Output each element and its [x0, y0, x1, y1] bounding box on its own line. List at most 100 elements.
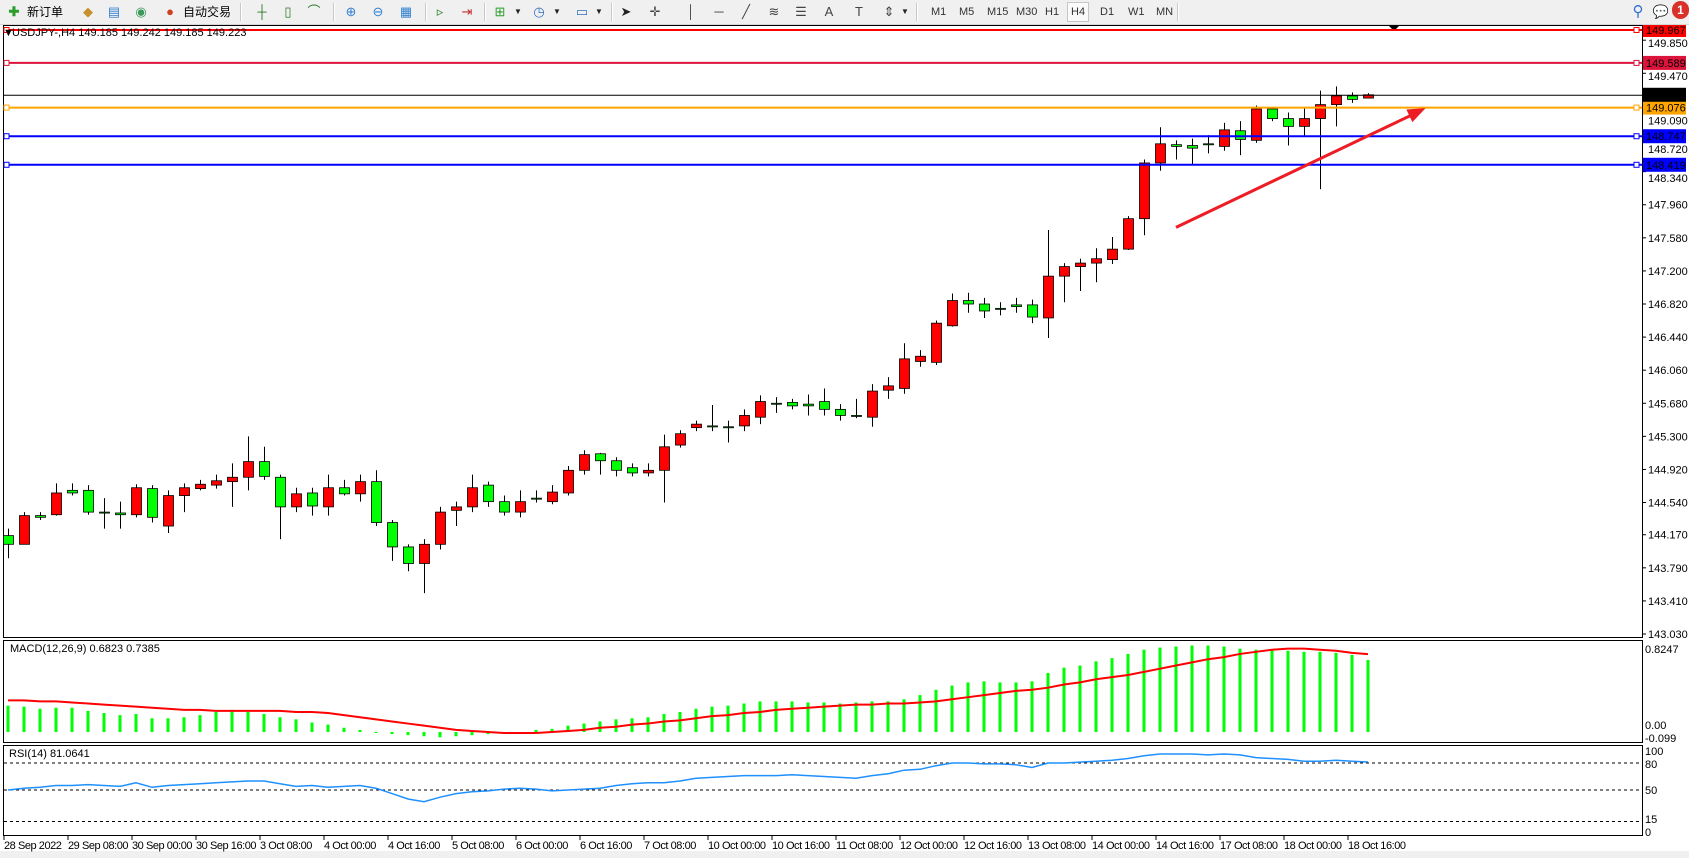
bull-candle: [563, 469, 574, 494]
macd-histogram-bar: [566, 725, 570, 732]
time-tick-label: 5 Oct 08:00: [452, 840, 504, 852]
rsi-axis-80: 80: [1645, 759, 1657, 771]
cursor-icon[interactable]: ➤: [620, 4, 632, 19]
timeframe-d1[interactable]: D1: [1100, 6, 1115, 18]
templates-icon[interactable]: ▭: [575, 4, 589, 19]
arrow-shaft[interactable]: [1175, 112, 1415, 229]
price-tick-label: 145.300: [1648, 431, 1688, 443]
tile-windows-icon[interactable]: ▦: [399, 4, 413, 19]
timeframe-h1[interactable]: H1: [1045, 6, 1060, 18]
chart-shift-icon[interactable]: ▹: [436, 4, 444, 19]
line-handle-icon[interactable]: [3, 59, 10, 66]
line-handle-icon[interactable]: [3, 161, 10, 168]
chevron-down-icon[interactable]: ▼: [901, 7, 909, 16]
arrow-annotation[interactable]: [1175, 108, 1426, 229]
vertical-line-icon[interactable]: │: [686, 4, 696, 19]
main-pane[interactable]: [3, 25, 1643, 638]
line-handle-icon[interactable]: [1633, 133, 1640, 140]
auto-trading-icon[interactable]: ●: [166, 4, 174, 19]
time-tick-label: 4 Oct 16:00: [388, 840, 440, 852]
arrows-icon[interactable]: ⇕: [883, 4, 895, 19]
bar-chart-icon[interactable]: ┼: [257, 4, 267, 19]
macd-histogram-bar: [870, 701, 874, 732]
price-tick-label: 147.200: [1648, 266, 1688, 278]
timeframe-h4[interactable]: H4: [1067, 2, 1090, 22]
new-order-button[interactable]: 新订单: [27, 5, 64, 19]
bull-candle: [1219, 129, 1230, 147]
timeframe-m5[interactable]: M5: [959, 6, 975, 18]
price-tick-label: 148.720: [1648, 144, 1688, 156]
autoscroll-icon[interactable]: ⇥: [461, 4, 473, 19]
chevron-down-icon[interactable]: ▼: [553, 7, 561, 16]
collapse-triangle-icon[interactable]: ▼: [3, 27, 14, 39]
macd-histogram-bar: [230, 709, 234, 732]
timeframe-w1[interactable]: W1: [1128, 6, 1145, 18]
arrow-head-icon[interactable]: [1406, 108, 1426, 123]
macd-histogram-bar: [6, 705, 10, 732]
crosshair-icon[interactable]: ✛: [649, 4, 661, 19]
new-order-icon[interactable]: ✚: [8, 4, 20, 19]
rsi-axis-100: 100: [1645, 746, 1663, 758]
symbol-info: USDJPY-,H4 149.185 149.242 149.185 149.2…: [12, 27, 246, 39]
macd-histogram-bar: [1094, 661, 1098, 732]
signals-icon[interactable]: ◉: [135, 4, 147, 19]
macd-histogram-bar: [358, 729, 362, 732]
bid-price-label: 149.223: [1646, 90, 1686, 102]
timeframe-mn[interactable]: MN: [1156, 6, 1174, 18]
chevron-down-icon[interactable]: ▼: [595, 7, 603, 16]
horizontal-line-icon[interactable]: ─: [714, 4, 724, 19]
trendline-icon[interactable]: ╱: [742, 4, 750, 19]
fibo-fan-icon[interactable]: ☰: [795, 4, 807, 19]
line-handle-icon[interactable]: [3, 104, 10, 111]
periods-icon[interactable]: ◷: [533, 4, 545, 19]
price-tick-label: 143.790: [1648, 563, 1688, 575]
search-icon[interactable]: ⚲: [1632, 3, 1644, 20]
text-icon[interactable]: A: [824, 4, 834, 19]
chart-shift-marker-icon[interactable]: [1389, 26, 1399, 31]
line-handle-icon[interactable]: [1633, 59, 1640, 66]
line-handle-icon[interactable]: [1633, 27, 1640, 33]
line-handle-icon[interactable]: [1633, 104, 1640, 111]
notification-badge[interactable]: 1: [1672, 1, 1689, 19]
line-chart-icon[interactable]: ⌒: [307, 4, 321, 19]
timeframe-m1[interactable]: M1: [931, 6, 947, 18]
timeframe-m30[interactable]: M30: [1016, 6, 1038, 18]
macd-histogram-bar: [1350, 654, 1354, 732]
terminal-icon[interactable]: ▤: [107, 4, 121, 19]
macd-histogram-bar: [310, 722, 314, 732]
auto-trading-button[interactable]: 自动交易: [183, 5, 232, 19]
chevron-down-icon[interactable]: ▼: [514, 7, 522, 16]
time-tick-label: 6 Oct 16:00: [580, 840, 632, 852]
line-handle-icon[interactable]: [3, 133, 10, 140]
text-label-icon[interactable]: T: [855, 4, 863, 19]
new-chart-icon[interactable]: ⊞: [494, 4, 506, 19]
zoom-out-icon[interactable]: ⊖: [372, 4, 384, 19]
zoom-in-icon[interactable]: ⊕: [345, 4, 357, 19]
timeframe-m15[interactable]: M15: [987, 6, 1009, 18]
price-tick-label: 149.850: [1648, 38, 1688, 50]
macd-histogram-bar: [598, 721, 602, 732]
price-tick-label: 149.090: [1648, 116, 1688, 128]
time-tick-label: 10 Oct 00:00: [708, 840, 766, 852]
gold-icon[interactable]: ◆: [83, 4, 93, 19]
time-axis[interactable]: 28 Sep 2022 29 Sep 08:00 30 Sep 00:00 30 Se…: [3, 836, 1406, 852]
price-axis[interactable]: 149.850 149.470 149.090 148.720 148.340 147.9…: [1642, 23, 1688, 641]
bear-candle: [1347, 95, 1358, 100]
notifications-icon[interactable]: 💬: [1652, 4, 1670, 19]
price-tick-label: 144.920: [1648, 464, 1688, 476]
macd-histogram-bar: [486, 732, 490, 735]
bull-candle: [1315, 104, 1326, 119]
bear-candle: [371, 481, 382, 523]
bear-candle: [1267, 108, 1278, 119]
macd-histogram-bar: [774, 701, 778, 732]
candlestick-icon[interactable]: ▯: [284, 4, 292, 19]
macd-histogram-bar: [1014, 682, 1018, 732]
line-handle-icon[interactable]: [3, 27, 10, 33]
fibonacci-icon[interactable]: ≋: [768, 4, 780, 19]
time-tick-label: 29 Sep 08:00: [68, 840, 128, 852]
line-handle-icon[interactable]: [1633, 161, 1640, 168]
rsi-pane: [4, 753, 1642, 822]
separator: [240, 3, 242, 21]
rsi-axis-0: 0: [1645, 827, 1651, 839]
